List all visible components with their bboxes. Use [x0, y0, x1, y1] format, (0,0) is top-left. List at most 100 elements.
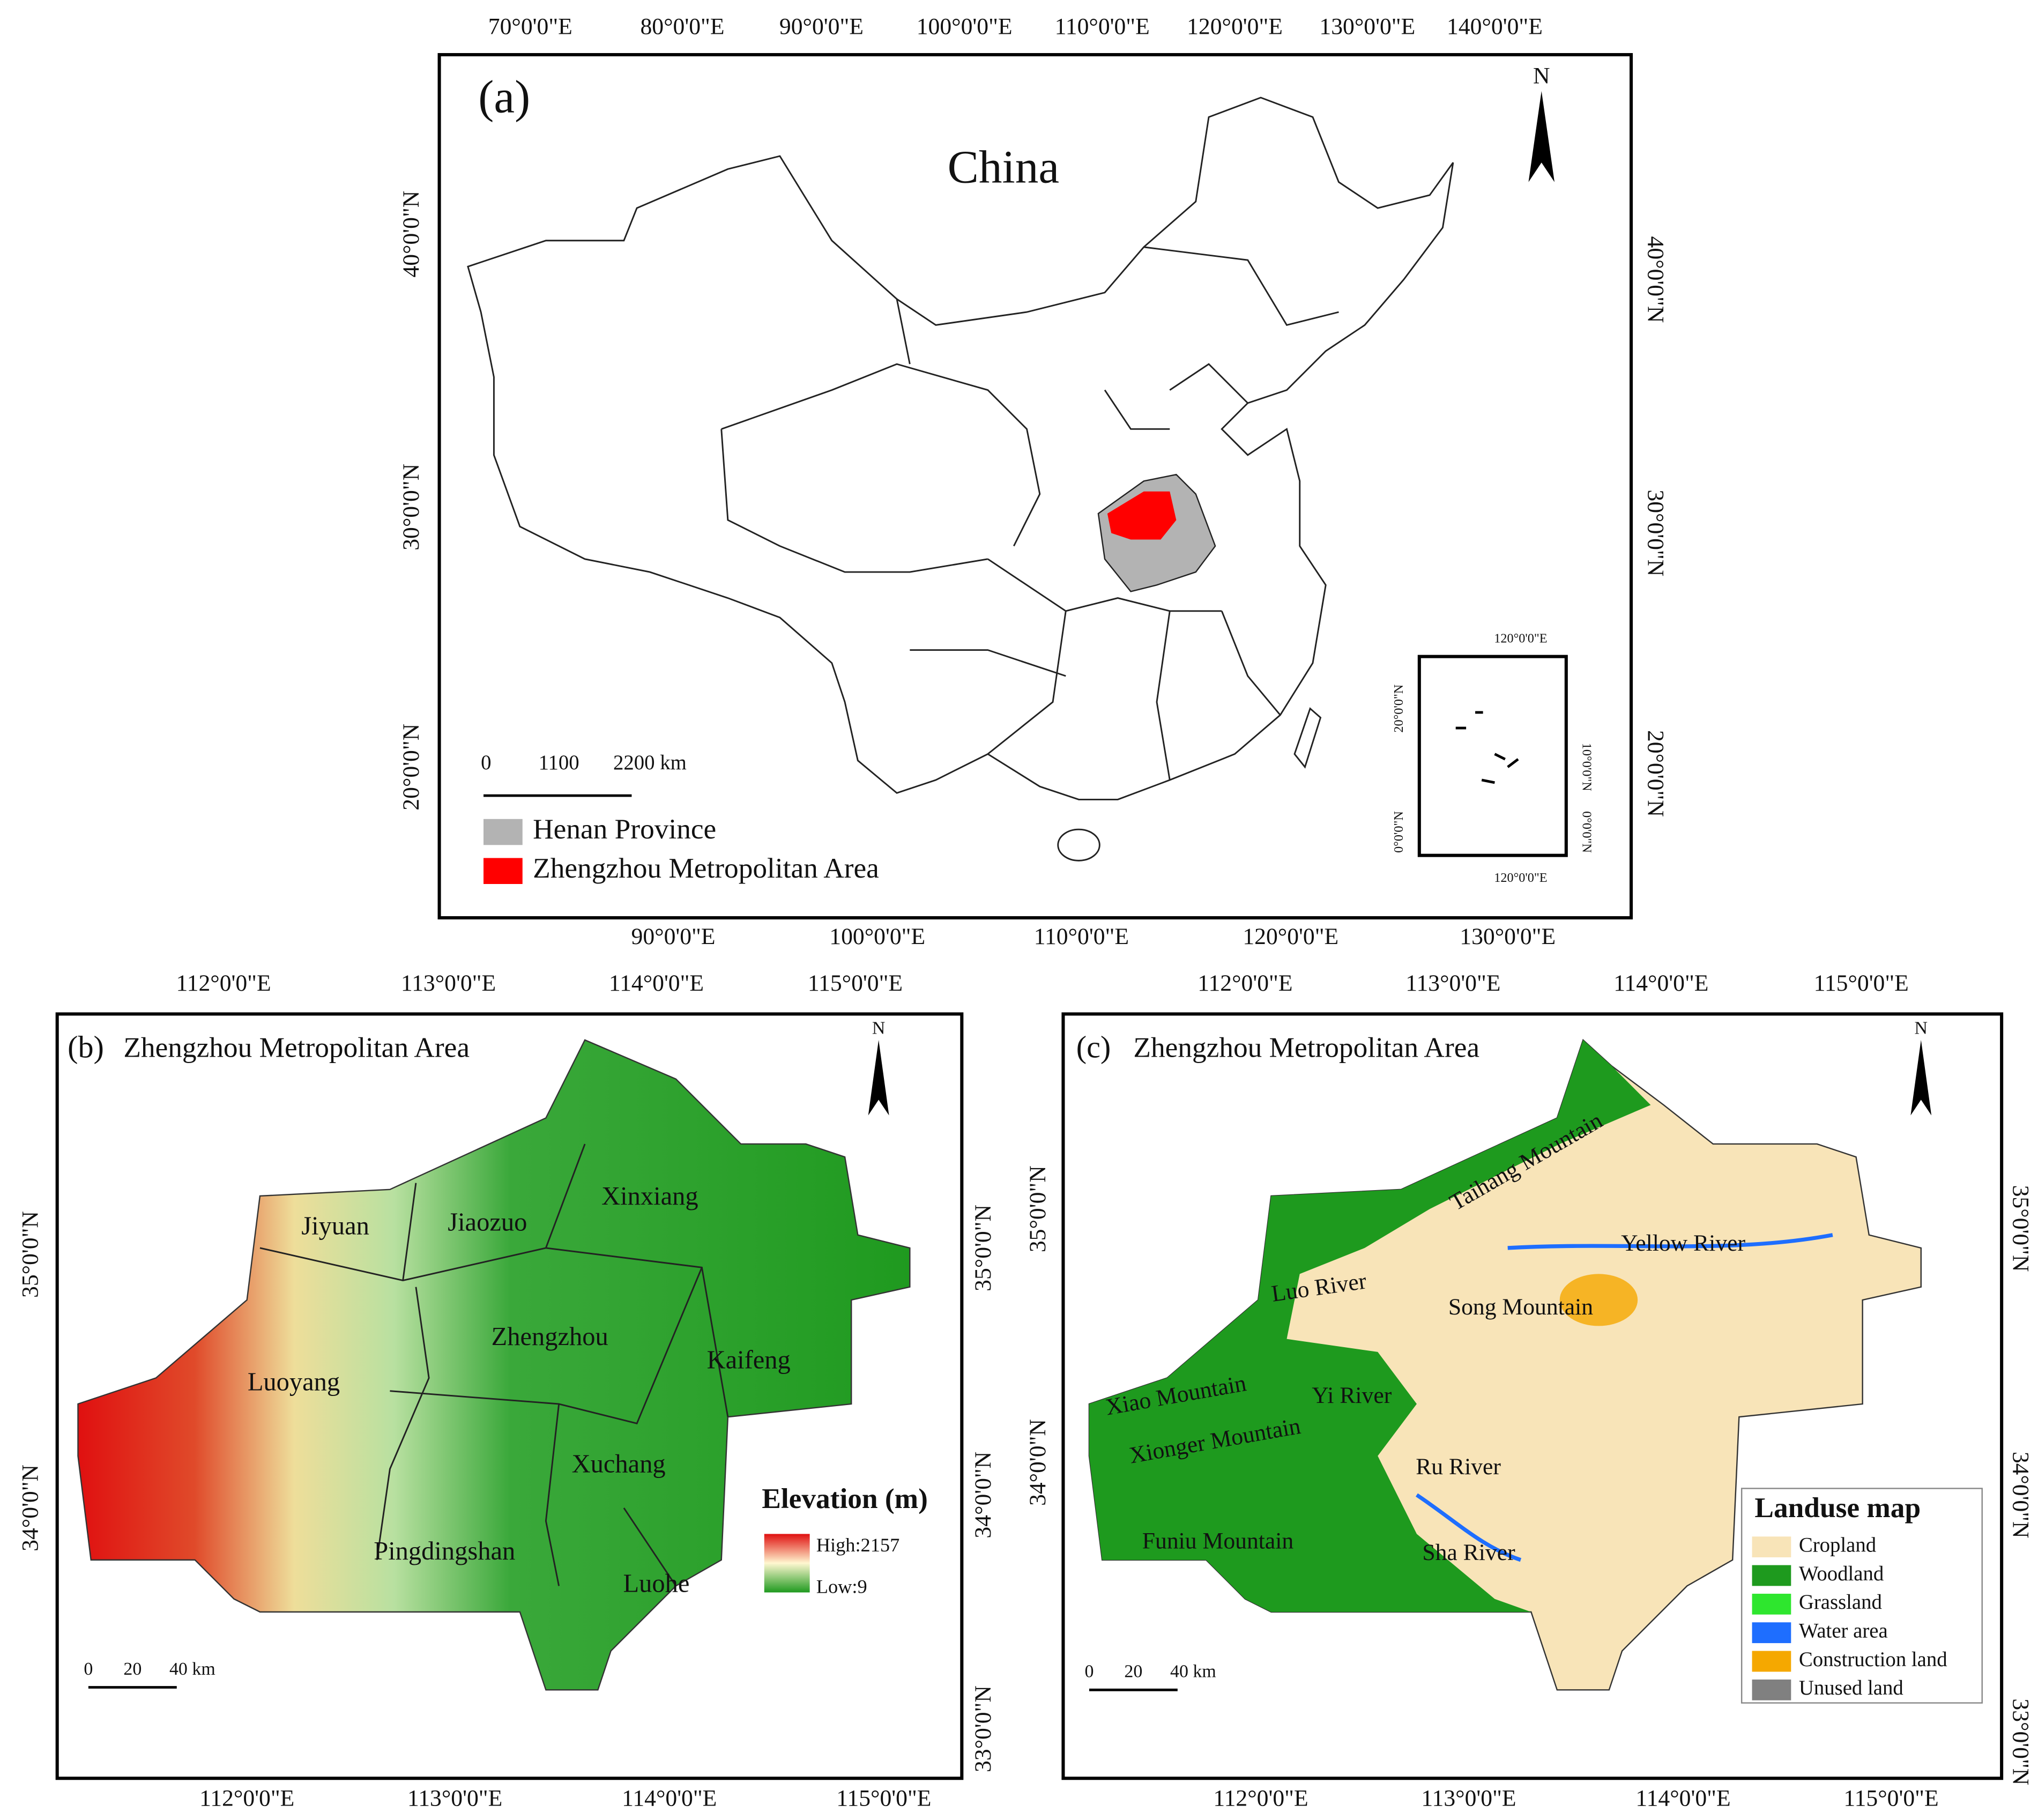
scale-label: 2200 km: [613, 751, 687, 774]
scale-label: 0: [1084, 1662, 1094, 1682]
inset-tick: 120°0'0"E: [1494, 632, 1547, 646]
legend-title: Elevation (m): [762, 1482, 928, 1514]
place-label: Song Mountain: [1448, 1294, 1593, 1320]
panel-b-frame: [55, 1012, 964, 1780]
tick-label: 112°0'0"E: [1197, 970, 1292, 996]
metro-elevation: [77, 1039, 911, 1691]
tick-label: 115°0'0"E: [836, 1785, 931, 1811]
legend-swatch: [1752, 1651, 1791, 1672]
city-label: Xuchang: [572, 1450, 666, 1478]
panel-a-frame: [437, 53, 1633, 920]
province-boundaries: [720, 246, 1339, 781]
scale-label: 20: [123, 1659, 142, 1679]
place-label: Yellow River: [1621, 1230, 1745, 1256]
tick-label: 110°0'0"E: [1055, 14, 1150, 40]
tick-label: 33°0'0"N: [970, 1685, 996, 1772]
tick-label: 120°0'0"E: [1243, 924, 1338, 949]
legend-label: Unused land: [1799, 1676, 1903, 1699]
tick-label: 35°0'0"N: [18, 1211, 43, 1298]
inset-islands: [1455, 711, 1519, 784]
legend-label: High:2157: [816, 1534, 900, 1556]
panel-label: (c): [1076, 1030, 1111, 1065]
rivers: [1415, 1233, 1833, 1562]
city-label: Luohe: [623, 1569, 690, 1598]
tick-label: 115°0'0"E: [1843, 1785, 1938, 1811]
tick-label: 30°0'0"N: [398, 464, 424, 551]
scale-label: 40 km: [169, 1659, 215, 1679]
legend-label: Cropland: [1799, 1534, 1876, 1557]
scale-label: 1100: [539, 751, 579, 774]
tick-label: 35°0'0"N: [2008, 1185, 2034, 1272]
north-label: N: [872, 1018, 886, 1038]
tick-label: 113°0'0"E: [1405, 970, 1500, 996]
tick-label: 100°0'0"E: [829, 924, 925, 949]
tick-label: 90°0'0"E: [779, 14, 864, 40]
scale-label: 0: [481, 751, 491, 774]
tick-label: 115°0'0"E: [1814, 970, 1909, 996]
tick-label: 113°0'0"E: [1421, 1785, 1516, 1811]
tick-label: 33°0'0"N: [2008, 1698, 2034, 1785]
tick-label: 0°0'0"N: [1392, 811, 1406, 853]
legend-swatch: [1752, 1565, 1791, 1586]
legend-swatch: [484, 819, 523, 845]
elevation-ramp: [764, 1534, 810, 1593]
legend-swatch: [1752, 1536, 1791, 1558]
legend-swatch: [1752, 1593, 1791, 1615]
tick-label: 20°0'0"N: [1392, 685, 1406, 733]
tick-label: 112°0'0"E: [1213, 1785, 1308, 1811]
north-arrow: [868, 1039, 889, 1116]
tick-label: 114°0'0"E: [622, 1785, 717, 1811]
china-outline: [467, 96, 1454, 800]
legend-label: Construction land: [1799, 1648, 1947, 1671]
legend-swatch: [1752, 1679, 1791, 1700]
city-label: Zhengzhou: [492, 1323, 608, 1351]
city-label: Pingdingshan: [374, 1537, 515, 1565]
tick-label: 112°0'0"E: [176, 970, 271, 996]
scale-label: 20: [1124, 1662, 1142, 1682]
scale-label: 40 km: [1170, 1662, 1216, 1682]
inset-tick: 120°0'0"E: [1494, 871, 1547, 885]
map-title: Zhengzhou Metropolitan Area: [1133, 1031, 1479, 1064]
north-arrow: [1910, 1039, 1932, 1116]
legend-label: Low:9: [816, 1576, 867, 1598]
tick-label: 35°0'0"N: [970, 1205, 996, 1291]
hainan: [1057, 828, 1100, 861]
legend-label: Water area: [1799, 1620, 1888, 1643]
city-label: Kaifeng: [707, 1346, 791, 1374]
construction-zone: [1559, 1274, 1638, 1326]
tick-label: 130°0'0"E: [1319, 14, 1415, 40]
taiwan: [1293, 707, 1322, 769]
tick-label: 40°0'0"N: [398, 191, 424, 278]
legend-label: Henan Province: [533, 813, 716, 845]
tick-label: 130°0'0"E: [1460, 924, 1556, 949]
tick-label: 20°0'0"N: [398, 724, 424, 811]
tick-label: 34°0'0"N: [18, 1465, 43, 1551]
tick-label: 35°0'0"N: [1025, 1165, 1051, 1252]
tick-label: 112°0'0"E: [199, 1785, 294, 1811]
north-label: N: [1915, 1018, 1928, 1038]
city-boundaries: [259, 1143, 729, 1587]
tick-label: 0°0'0"N: [1580, 811, 1594, 853]
tick-label: 113°0'0"E: [401, 970, 496, 996]
north-label: N: [1533, 63, 1550, 89]
legend-label: Woodland: [1799, 1562, 1884, 1585]
legend-label: Zhengzhou Metropolitan Area: [533, 852, 879, 884]
tick-label: 113°0'0"E: [407, 1785, 502, 1811]
woodland-area: [1089, 1039, 1651, 1612]
city-label: Jiyuan: [301, 1212, 369, 1240]
legend-swatch: [484, 858, 523, 885]
tick-label: 114°0'0"E: [1635, 1785, 1730, 1811]
panel-c-frame: [1061, 1012, 2004, 1780]
place-label: Ru River: [1416, 1454, 1501, 1480]
tick-label: 110°0'0"E: [1034, 924, 1129, 949]
place-label: Sha River: [1422, 1540, 1515, 1565]
tick-label: 34°0'0"N: [970, 1452, 996, 1539]
map-title: China: [948, 140, 1060, 192]
legend-swatch: [1752, 1622, 1791, 1644]
tick-label: 100°0'0"E: [917, 14, 1013, 40]
zhengzhou-area: [1107, 491, 1177, 540]
place-label: Yi River: [1312, 1383, 1392, 1408]
tick-label: 34°0'0"N: [1025, 1419, 1051, 1506]
